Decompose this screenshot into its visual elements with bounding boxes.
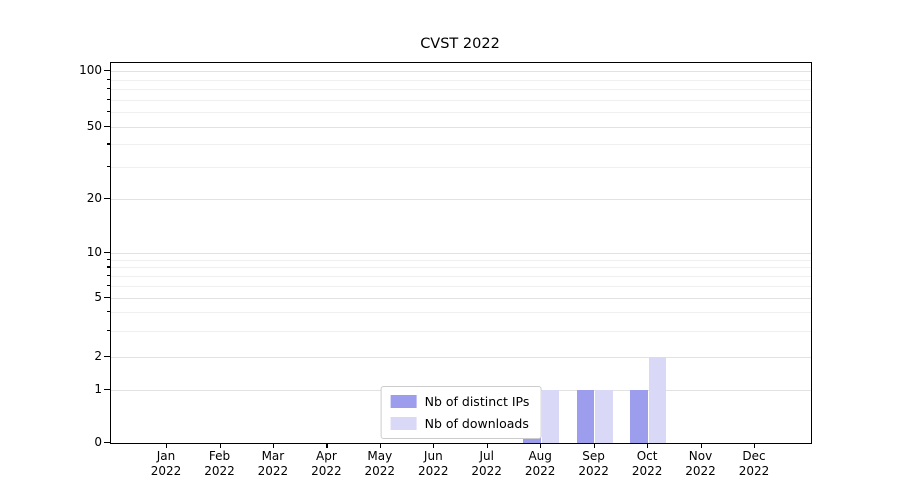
y-tick-label-5: 5 — [94, 289, 102, 304]
bar-distinct-ips-sep — [576, 390, 595, 443]
gridline-60 — [111, 112, 811, 114]
legend: Nb of distinct IPs Nb of downloads — [380, 386, 542, 439]
x-tick-label-may: May 2022 — [364, 449, 396, 478]
gridline-7 — [111, 276, 811, 278]
gridline-80 — [111, 89, 811, 90]
gridline-90 — [111, 79, 811, 81]
gridline-4 — [111, 312, 811, 314]
x-tick-label-jan: Jan 2022 — [150, 449, 182, 478]
x-tick-label-jun: Jun 2022 — [418, 449, 449, 478]
gridline-40 — [111, 144, 811, 146]
y-tick-label-2: 2 — [94, 349, 102, 364]
x-tick-label-nov: Nov 2022 — [685, 449, 716, 478]
legend-swatch-distinct-ips — [390, 395, 417, 408]
bars-layer — [111, 63, 811, 443]
gridline-2 — [111, 357, 811, 359]
x-tick-label-feb: Feb 2022 — [204, 449, 235, 478]
legend-label-distinct-ips: Nb of distinct IPs — [424, 394, 530, 409]
gridline-100 — [111, 71, 811, 72]
y-tick-label-20: 20 — [86, 191, 102, 205]
y-tick-label-50: 50 — [86, 118, 102, 133]
y-tick-label-100: 100 — [79, 63, 102, 77]
gridline-20 — [111, 199, 811, 200]
gridline-30 — [111, 167, 811, 169]
y-tick-label-10: 10 — [86, 245, 102, 259]
gridline-9 — [111, 259, 811, 261]
x-tick-label-sep: Sep 2022 — [578, 449, 609, 478]
gridline-5 — [111, 297, 811, 299]
gridline-10 — [111, 253, 811, 254]
legend-item-distinct-ips: Nb of distinct IPs — [390, 394, 530, 409]
chart-title: CVST 2022 — [420, 36, 500, 52]
gridline-50 — [111, 126, 811, 128]
x-tick-label-mar: Mar 2022 — [257, 449, 289, 478]
x-tick-label-oct: Oct 2022 — [631, 449, 663, 478]
legend-label-downloads: Nb of downloads — [424, 416, 529, 431]
x-tick-label-dec: Dec 2022 — [738, 449, 770, 478]
bar-downloads-sep — [595, 390, 613, 443]
x-tick-label-jul: Jul 2022 — [471, 449, 502, 478]
plot-area: Nb of distinct IPs Nb of downloads — [110, 62, 812, 444]
bar-downloads-oct — [648, 357, 667, 443]
x-tick-label-aug: Aug 2022 — [524, 449, 556, 478]
bar-distinct-ips-oct — [630, 390, 648, 443]
y-tick-label-0: 0 — [94, 435, 102, 449]
x-tick-label-apr: Apr 2022 — [311, 449, 342, 478]
legend-swatch-downloads — [390, 417, 417, 430]
gridline-6 — [111, 286, 811, 287]
gridline-8 — [111, 267, 811, 269]
bar-downloads-aug — [541, 390, 560, 443]
y-tick-label-1: 1 — [94, 382, 102, 397]
gridline-3 — [111, 330, 811, 332]
legend-item-downloads: Nb of downloads — [390, 416, 530, 431]
gridline-70 — [111, 99, 811, 101]
